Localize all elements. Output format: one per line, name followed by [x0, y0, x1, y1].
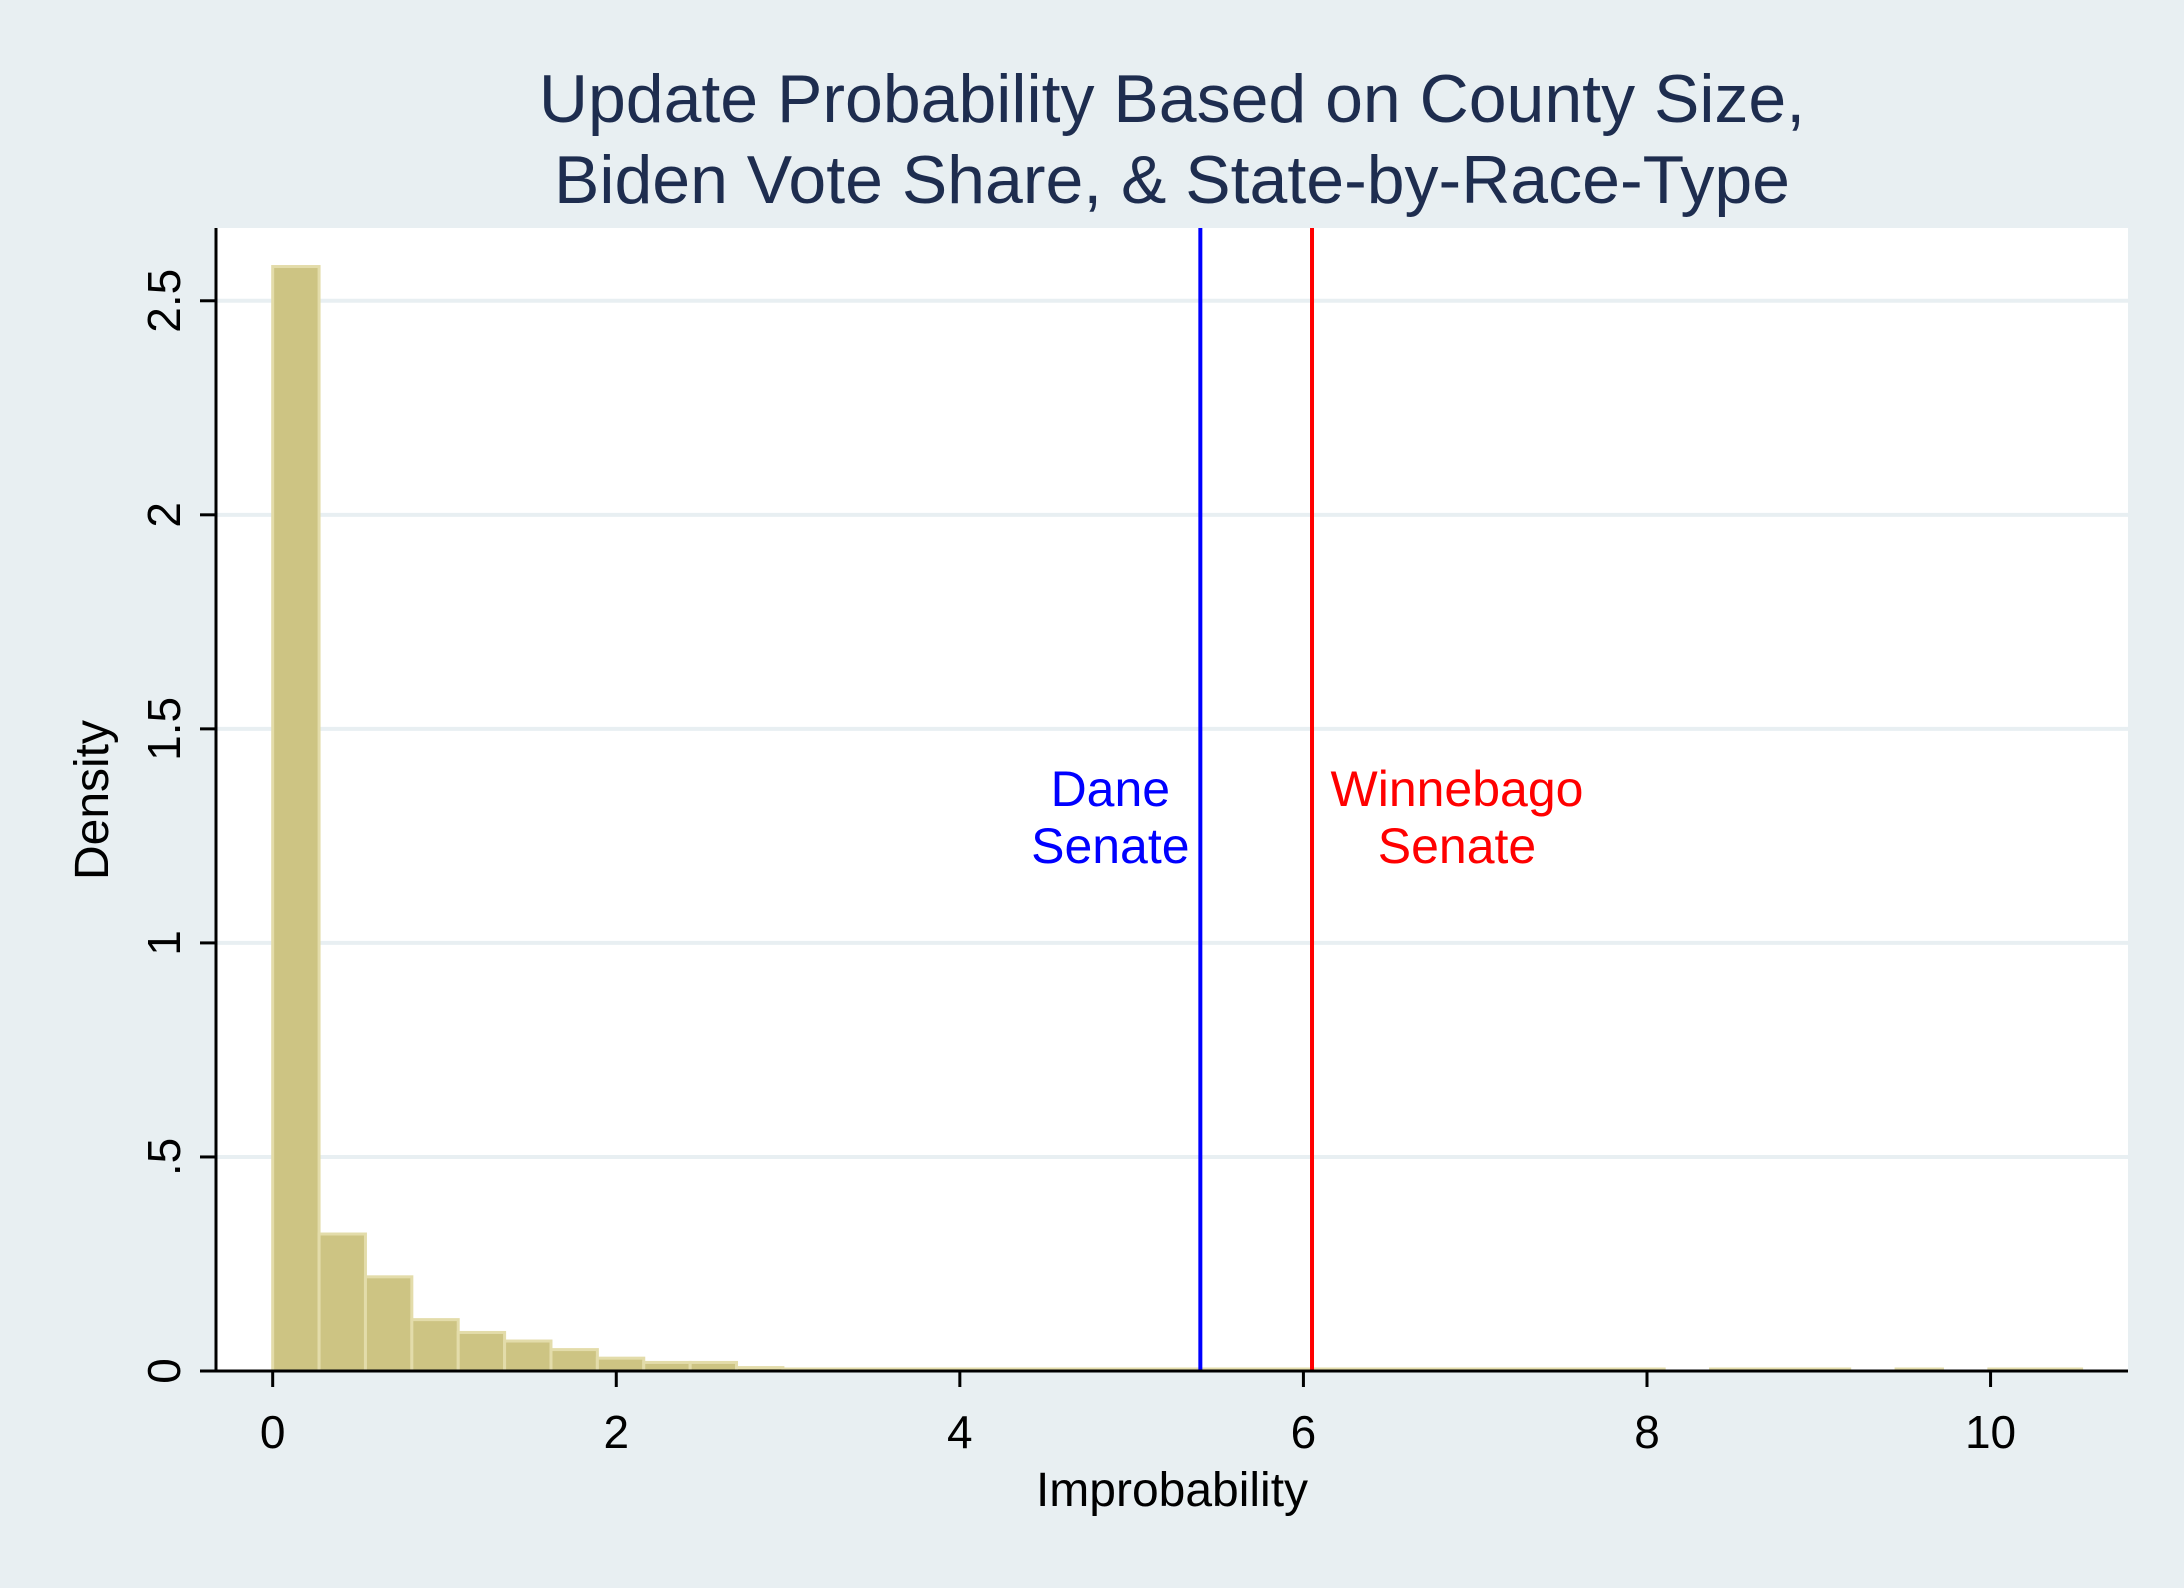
y-tick-label-0: 0 [138, 1358, 190, 1384]
reference-label-0-line-2: Senate [1031, 818, 1189, 874]
plot-area [216, 228, 2128, 1371]
x-tick-label-4: 8 [1634, 1406, 1660, 1458]
x-tick-label-0: 0 [260, 1406, 286, 1458]
x-tick-label-5: 10 [1965, 1406, 2016, 1458]
x-tick-label-2: 4 [947, 1406, 973, 1458]
histogram-bar-0 [271, 265, 321, 1373]
histogram-bar-5 [503, 1339, 553, 1373]
y-axis-label: Density [66, 720, 119, 880]
histogram-bar-3 [410, 1318, 460, 1373]
y-tick-label-1: .5 [138, 1138, 190, 1176]
y-tick-label-3: 1.5 [138, 697, 190, 761]
gridlines [216, 298, 2128, 1159]
histogram-bar-2 [363, 1275, 414, 1373]
x-axis-label: Improbability [1036, 1464, 1308, 1517]
x-tick-label-1: 2 [603, 1406, 629, 1458]
histogram-bar-4 [456, 1330, 507, 1373]
chart-title-line-2: Biden Vote Share, & State-by-Race-Type [554, 142, 1790, 218]
reference-label-1-line-2: Senate [1378, 818, 1536, 874]
histogram-bar-7 [595, 1356, 646, 1373]
histogram-bars [271, 265, 2084, 1373]
y-tick-label-5: 2.5 [138, 269, 190, 333]
chart-title-line-1: Update Probability Based on County Size, [539, 61, 1805, 137]
reference-label-1-line-1: Winnebago [1331, 761, 1584, 817]
axes: 0 .5 1 1.5 2 2.5 0 2 4 6 8 10 [138, 228, 2128, 1458]
histogram-bar-6 [549, 1348, 599, 1373]
y-tick-label-2: 1 [138, 930, 190, 956]
x-tick-label-3: 6 [1291, 1406, 1317, 1458]
histogram-bar-1 [317, 1232, 367, 1373]
y-tick-label-4: 2 [138, 502, 190, 528]
reference-label-0-line-1: Dane [1051, 761, 1171, 817]
